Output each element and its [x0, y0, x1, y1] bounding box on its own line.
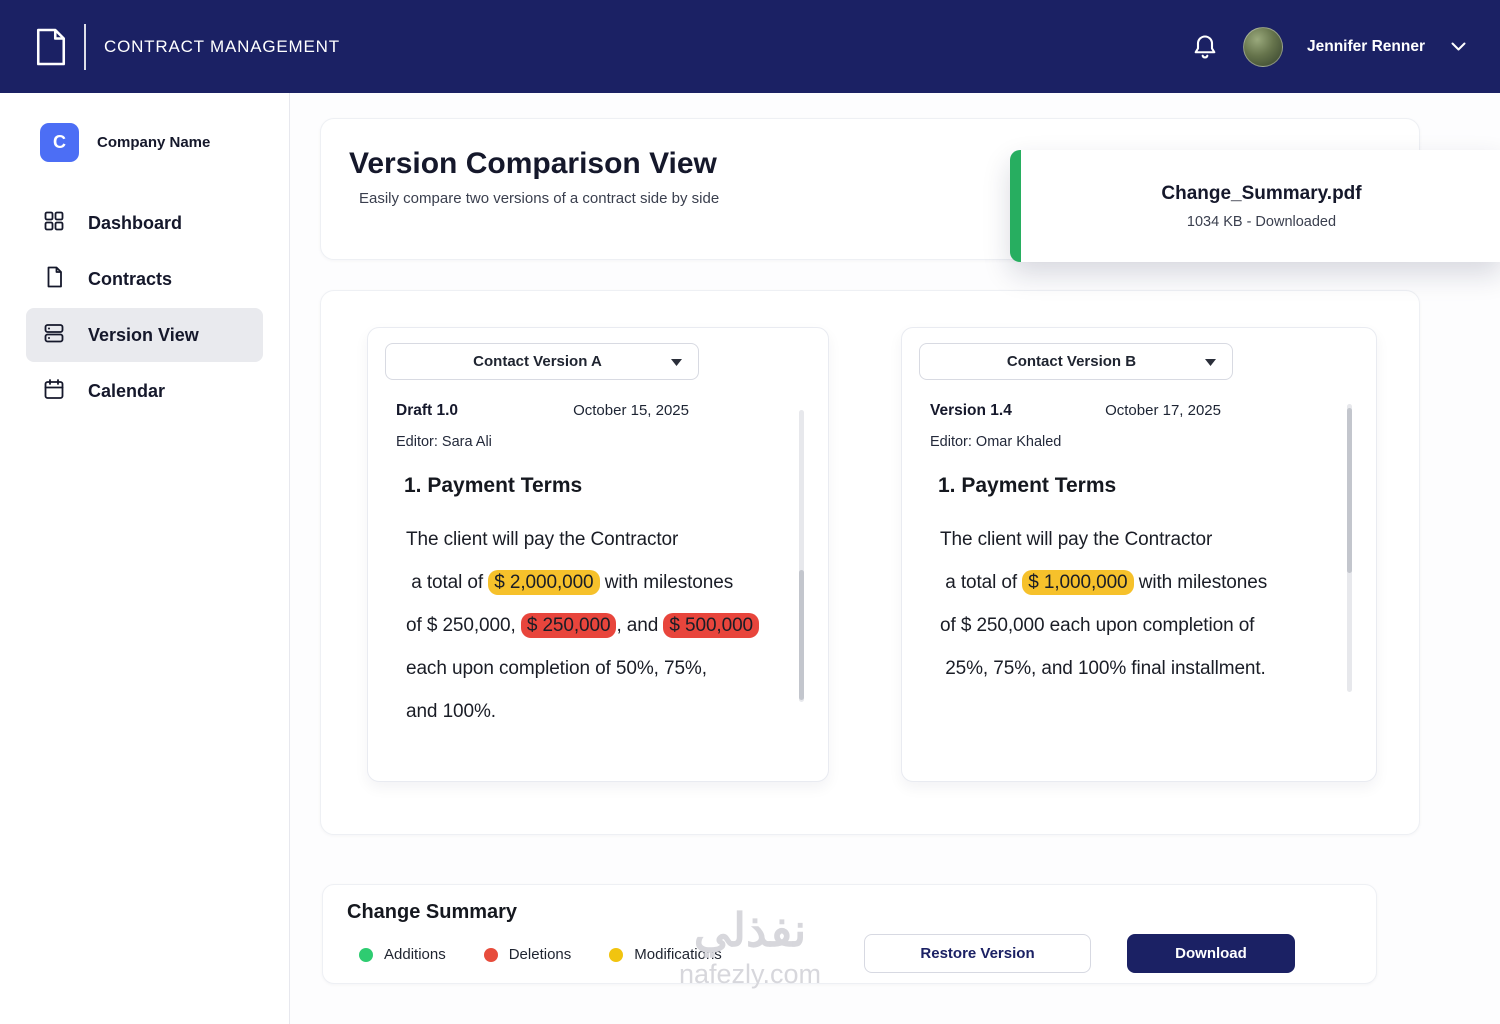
change-summary-card: Change Summary Additions Deletions Modif…	[322, 884, 1377, 984]
notifications-bell-icon[interactable]	[1191, 33, 1219, 61]
version-panel-a: Contact Version A Draft 1.0 October 15, …	[367, 327, 829, 782]
version-panel-b: Contact Version B Version 1.4 October 17…	[901, 327, 1377, 782]
version-b-meta: Version 1.4 October 17, 2025	[902, 402, 1376, 420]
panel-a-scrollbar-track[interactable]	[799, 410, 804, 702]
additions-dot-icon	[359, 947, 373, 962]
version-a-editor: Editor: Sara Ali	[396, 434, 492, 450]
app-logo-document-icon	[34, 27, 68, 67]
modifications-dot-icon	[609, 947, 624, 962]
sidebar-item-dashboard[interactable]: Dashboard	[26, 196, 263, 250]
version-b-section-title: 1. Payment Terms	[938, 474, 1117, 497]
versions-icon	[42, 321, 66, 350]
user-name: Jennifer Renner	[1306, 37, 1425, 55]
contract-line: and 100%.	[406, 701, 496, 722]
chevron-down-icon[interactable]	[1451, 38, 1466, 56]
deletions-dot-icon	[483, 947, 498, 962]
sidebar-item-version-view[interactable]: Version View	[26, 308, 263, 362]
panel-a-scrollbar-thumb[interactable]	[799, 570, 804, 700]
sidebar-item-contracts[interactable]: Contracts	[26, 252, 263, 306]
version-b-editor: Editor: Omar Khaled	[930, 434, 1062, 450]
legend-additions: Additions	[359, 946, 446, 963]
change-summary-title: Change Summary	[347, 901, 518, 923]
addition-highlight: $ 2,000,000	[488, 570, 600, 595]
sidebar-item-label: Contracts	[88, 268, 173, 289]
legend-deletions: Deletions	[483, 946, 572, 963]
panel-b-scrollbar-thumb[interactable]	[1347, 408, 1352, 573]
contract-line: 25%, 75%, and 100% final installment.	[940, 658, 1266, 679]
sidebar-nav: Dashboard Contracts Version View Calenda…	[0, 196, 289, 418]
page-title: Version Comparison View	[349, 147, 717, 180]
company-logo: C	[40, 123, 79, 162]
addition-highlight: $ 1,000,000	[1022, 570, 1134, 595]
version-b-body: The client will pay the Contractor a tot…	[940, 518, 1330, 690]
contract-line: The client will pay the Contractor	[940, 529, 1213, 550]
version-b-dropdown-label: Contact Version B	[1006, 353, 1137, 370]
sidebar-item-calendar[interactable]: Calendar	[26, 364, 263, 418]
legend-label: Modifications	[634, 946, 722, 963]
download-button[interactable]: Download	[1127, 934, 1295, 973]
version-b-date: October 17, 2025	[1105, 402, 1221, 419]
version-a-label: Draft 1.0	[396, 402, 459, 419]
dropdown-caret-icon	[671, 353, 682, 371]
sidebar: C Company Name Dashboard Contracts Ver	[0, 93, 290, 1024]
calendar-icon	[42, 377, 66, 406]
contract-line: of $ 250,000, $ 250,000, and $ 500,000	[406, 604, 782, 647]
dropdown-caret-icon	[1205, 353, 1216, 371]
app-title: CONTRACT MANAGEMENT	[104, 36, 340, 56]
company-name: Company Name	[97, 134, 211, 151]
version-a-dropdown[interactable]: Contact Version A	[385, 343, 699, 380]
document-icon	[42, 265, 66, 294]
deletion-highlight: $ 500,000	[663, 613, 760, 638]
page-subtitle: Easily compare two versions of a contrac…	[359, 190, 720, 207]
version-a-meta: Draft 1.0 October 15, 2025	[368, 402, 828, 420]
toast-filename: Change_Summary.pdf	[1161, 182, 1362, 204]
version-a-date: October 15, 2025	[573, 402, 689, 419]
sidebar-item-label: Dashboard	[88, 212, 183, 233]
deletion-highlight: $ 250,000	[520, 613, 617, 638]
version-a-body: The client will pay the Contractor a tot…	[406, 518, 782, 733]
sidebar-item-label: Calendar	[88, 380, 166, 401]
restore-version-button[interactable]: Restore Version	[864, 934, 1091, 973]
contract-line: The client will pay the Contractor	[406, 529, 679, 550]
contract-line: of $ 250,000 each upon completion of	[940, 615, 1255, 636]
version-a-section-title: 1. Payment Terms	[404, 474, 583, 497]
topbar-divider	[84, 23, 86, 70]
contract-line: each upon completion of 50%, 75%,	[406, 658, 707, 679]
version-a-dropdown-label: Contact Version A	[473, 353, 602, 370]
legend-label: Additions	[384, 946, 446, 963]
download-toast[interactable]: Change_Summary.pdf 1034 KB - Downloaded	[1010, 150, 1500, 262]
user-avatar[interactable]	[1242, 26, 1283, 67]
legend: Additions Deletions Modifications	[359, 946, 722, 963]
contract-line: a total of $ 1,000,000 with milestones	[940, 570, 1268, 595]
topbar: CONTRACT MANAGEMENT Jennifer Renner	[0, 0, 1500, 93]
comparison-card: Contact Version A Draft 1.0 October 15, …	[320, 290, 1420, 835]
company-row: C Company Name	[0, 93, 289, 162]
topbar-right: Jennifer Renner	[1191, 26, 1466, 67]
version-b-dropdown[interactable]: Contact Version B	[919, 343, 1233, 380]
toast-status: 1034 KB - Downloaded	[1186, 213, 1337, 230]
legend-modifications: Modifications	[609, 946, 722, 963]
version-b-label: Version 1.4	[930, 402, 1012, 419]
toast-body: Change_Summary.pdf 1034 KB - Downloaded	[1021, 150, 1500, 262]
contract-line: a total of $ 2,000,000 with milestones	[406, 570, 734, 595]
toast-accent-bar	[1010, 150, 1021, 262]
sidebar-item-label: Version View	[88, 324, 199, 345]
grid-icon	[42, 209, 66, 238]
main-content: Version Comparison View Easily compare t…	[290, 93, 1500, 1024]
legend-label: Deletions	[508, 946, 572, 963]
